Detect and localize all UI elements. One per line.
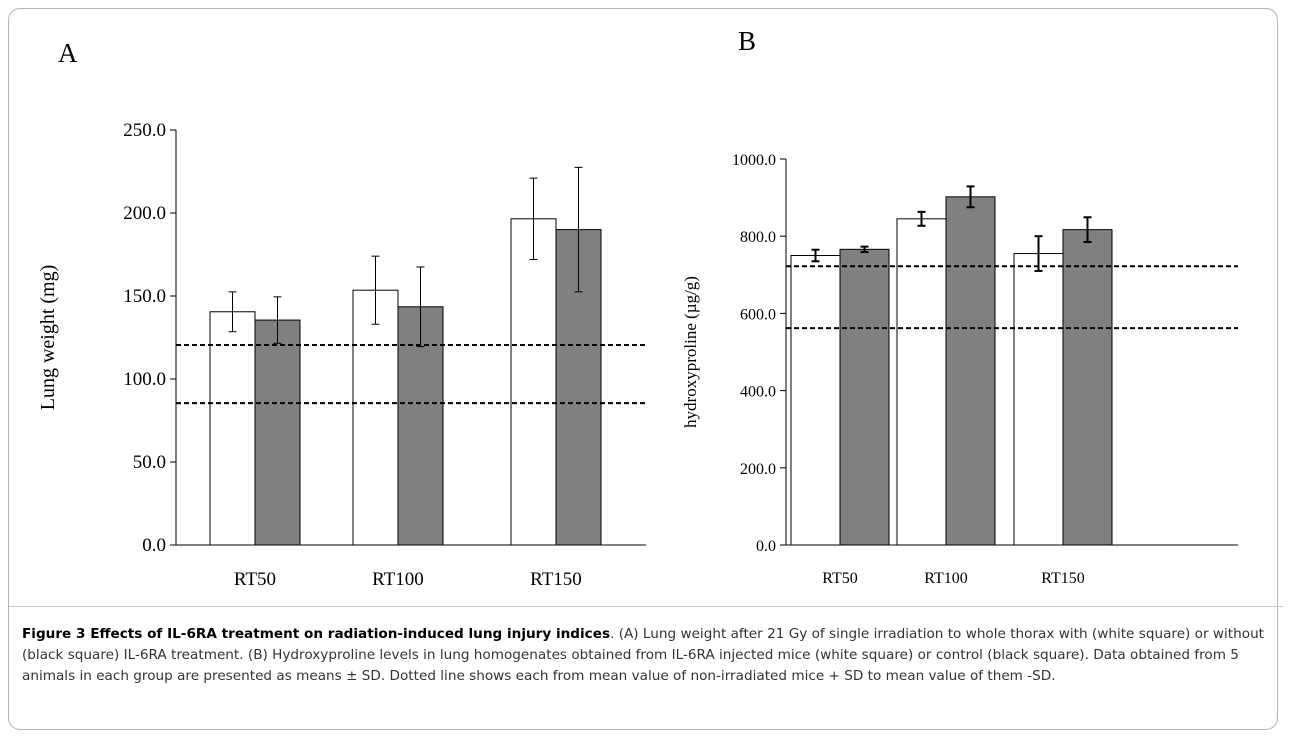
y-tick-label: 400.0 bbox=[740, 384, 776, 401]
caption-title: Figure 3 Effects of IL-6RA treatment on … bbox=[22, 626, 611, 642]
category-label: RT50 bbox=[822, 570, 857, 587]
bar bbox=[839, 248, 890, 546]
bar bbox=[352, 289, 399, 546]
y-tick-label: 600.0 bbox=[740, 306, 776, 323]
y-axis-label: Lung weight (mg) bbox=[37, 265, 59, 411]
y-tick-label: 0.0 bbox=[756, 538, 776, 555]
y-tick-label: 200.0 bbox=[123, 203, 166, 224]
bar bbox=[209, 311, 256, 546]
caption-divider bbox=[9, 606, 1283, 607]
category-label: RT150 bbox=[530, 569, 582, 590]
category-label: RT50 bbox=[234, 569, 276, 590]
caption-text: . (A) Lung weight after 21 Gy of single … bbox=[22, 626, 1265, 684]
category-label: RT100 bbox=[372, 569, 424, 590]
y-tick-label: 800.0 bbox=[740, 229, 776, 246]
panel-b-label: B bbox=[738, 26, 757, 56]
y-tick-label: 50.0 bbox=[133, 452, 166, 473]
bar bbox=[1062, 229, 1113, 546]
y-tick-label: 250.0 bbox=[123, 120, 166, 141]
bar bbox=[254, 319, 301, 546]
y-tick-label: 100.0 bbox=[123, 369, 166, 390]
bar bbox=[510, 218, 557, 546]
bar bbox=[896, 218, 947, 546]
y-tick-label: 1000.0 bbox=[732, 152, 776, 169]
y-axis-label: hydroxyproline (µg/g) bbox=[681, 276, 700, 428]
figure-caption: Figure 3 Effects of IL-6RA treatment on … bbox=[22, 624, 1267, 687]
panel-a-label: A bbox=[58, 38, 78, 68]
y-tick-label: 0.0 bbox=[142, 535, 166, 556]
y-tick-label: 200.0 bbox=[740, 461, 776, 478]
category-label: RT150 bbox=[1041, 570, 1084, 587]
bar bbox=[1013, 253, 1064, 546]
y-tick-label: 150.0 bbox=[123, 286, 166, 307]
bar bbox=[790, 255, 841, 546]
bar bbox=[945, 196, 996, 546]
category-label: RT100 bbox=[924, 570, 967, 587]
